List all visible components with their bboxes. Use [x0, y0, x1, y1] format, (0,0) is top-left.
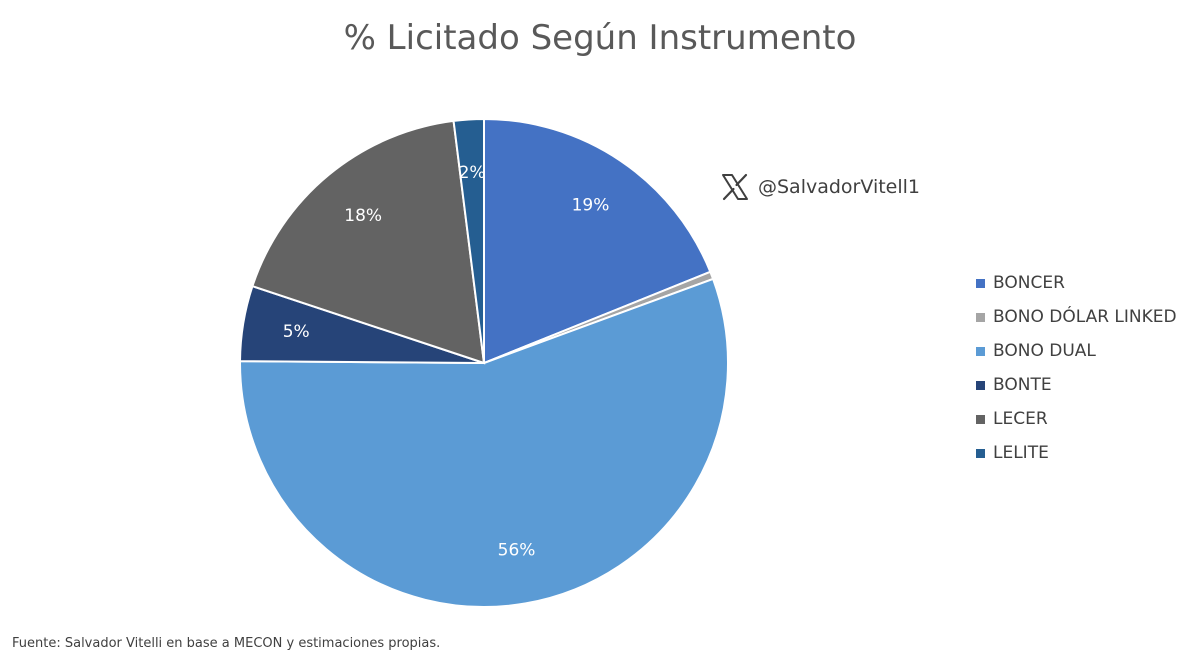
watermark: @SalvadorVitell1	[720, 172, 920, 202]
pie-slice-4	[251, 119, 486, 365]
legend-item-0: BONCER	[976, 266, 1177, 300]
legend: BONCER BONO DÓLAR LINKED BONO DUAL BONTE LEC…	[976, 266, 1177, 470]
legend-item-5: LELITE	[976, 436, 1177, 470]
data-label-4: 18%	[344, 206, 382, 226]
data-label-2: 56%	[498, 541, 536, 561]
legend-swatch	[976, 278, 985, 288]
legend-swatch	[976, 312, 985, 322]
legend-label: LECER	[993, 409, 1048, 429]
legend-item-3: BONTE	[976, 368, 1177, 402]
x-logo-icon	[722, 173, 748, 201]
legend-item-1: BONO DÓLAR LINKED	[976, 300, 1177, 334]
pie-slice-5	[452, 117, 485, 364]
legend-label: BONTE	[993, 375, 1052, 395]
legend-label: LELITE	[993, 443, 1049, 463]
chart-title: % Licitado Según Instrumento	[343, 18, 857, 58]
pie-slice-0	[483, 117, 712, 365]
pie-data-labels: 19% 56% 5% 18% 2%	[283, 163, 610, 560]
legend-swatch	[976, 448, 985, 458]
legend-swatch	[976, 380, 985, 390]
watermark-handle: @SalvadorVitell1	[758, 176, 921, 198]
data-label-5: 2%	[459, 163, 486, 183]
data-label-0: 19%	[572, 195, 610, 215]
pie-slices	[238, 117, 729, 608]
legend-swatch	[976, 346, 985, 356]
pie-slice-2	[239, 277, 729, 608]
data-label-3: 5%	[283, 322, 310, 342]
legend-swatch	[976, 414, 985, 424]
legend-label: BONO DUAL	[993, 341, 1096, 361]
legend-item-2: BONO DUAL	[976, 334, 1177, 368]
source-note: Fuente: Salvador Vitelli en base a MECON…	[12, 636, 441, 651]
legend-item-4: LECER	[976, 402, 1177, 436]
legend-label: BONO DÓLAR LINKED	[993, 307, 1177, 327]
legend-label: BONCER	[993, 273, 1065, 293]
